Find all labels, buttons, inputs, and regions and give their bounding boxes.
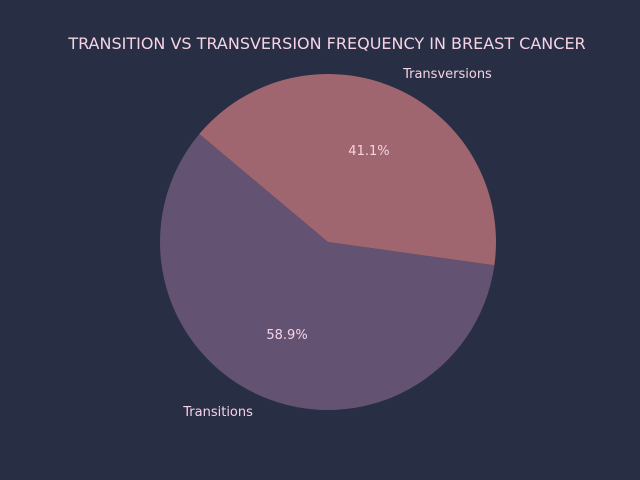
pie-slices xyxy=(160,74,496,410)
pie-slice-transitions xyxy=(160,134,495,410)
pie-percent-label-transversions: 41.1% xyxy=(348,144,389,159)
chart-title: TRANSITION VS TRANSVERSION FREQUENCY IN … xyxy=(67,34,585,53)
pie-percent-label-transitions: 58.9% xyxy=(266,328,307,343)
pie-labels: 58.9% Transitions 41.1% Transversions xyxy=(182,67,492,420)
pie-slice-transversions xyxy=(199,74,496,266)
pie-category-label-transversions: Transversions xyxy=(402,67,492,82)
pie-category-label-transitions: Transitions xyxy=(182,405,253,420)
